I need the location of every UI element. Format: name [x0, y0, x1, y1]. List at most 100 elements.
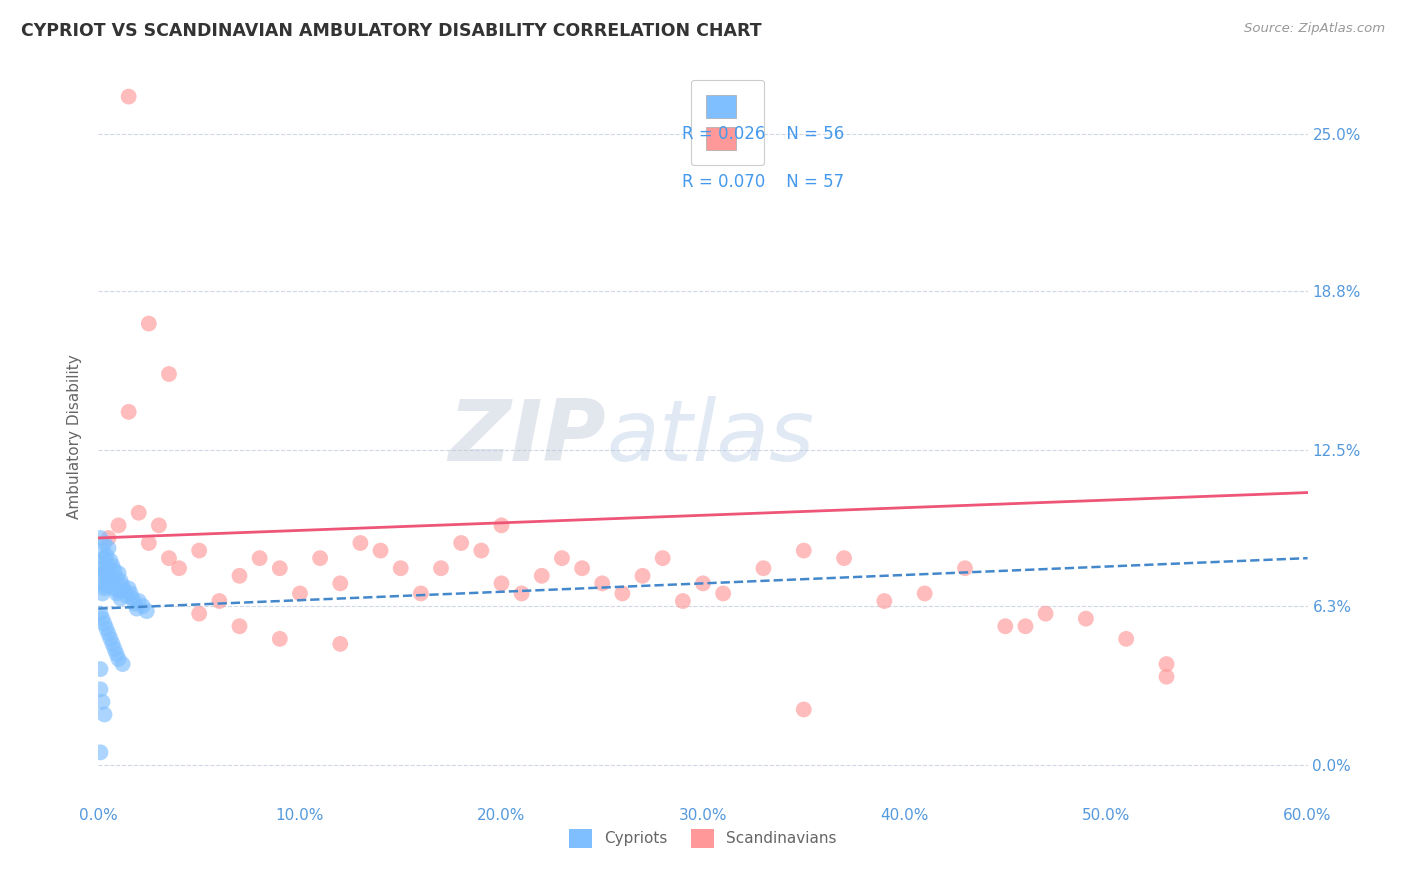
- Point: [93, 582, 115, 596]
- Point: [97, 531, 120, 545]
- Point: [651, 551, 673, 566]
- Point: [128, 506, 150, 520]
- Point: [118, 405, 141, 419]
- Point: [105, 647, 128, 661]
- Point: [228, 569, 250, 583]
- Point: [672, 594, 695, 608]
- Point: [93, 551, 115, 566]
- Text: R = 0.026    N = 56: R = 0.026 N = 56: [682, 125, 845, 144]
- Point: [111, 579, 134, 593]
- Point: [269, 632, 291, 646]
- Point: [96, 549, 118, 563]
- Y-axis label: Ambulatory Disability: Ambulatory Disability: [67, 355, 83, 519]
- Point: [89, 662, 111, 676]
- Point: [612, 586, 634, 600]
- Point: [107, 518, 129, 533]
- Legend: Cypriots, Scandinavians: Cypriots, Scandinavians: [564, 822, 842, 854]
- Point: [105, 586, 128, 600]
- Point: [97, 541, 120, 555]
- Point: [138, 536, 160, 550]
- Text: atlas: atlas: [606, 395, 814, 479]
- Point: [97, 558, 120, 573]
- Point: [832, 551, 855, 566]
- Point: [167, 561, 190, 575]
- Point: [89, 556, 111, 570]
- Point: [132, 599, 155, 613]
- Point: [571, 561, 593, 575]
- Point: [111, 657, 134, 671]
- Point: [288, 586, 311, 600]
- Point: [228, 619, 250, 633]
- Point: [1074, 612, 1097, 626]
- Point: [93, 566, 115, 581]
- Text: ZIP: ZIP: [449, 395, 606, 479]
- Point: [450, 536, 472, 550]
- Point: [208, 594, 231, 608]
- Point: [107, 583, 129, 598]
- Point: [89, 531, 111, 545]
- Point: [510, 586, 533, 600]
- Point: [110, 591, 132, 606]
- Point: [97, 574, 120, 588]
- Point: [93, 616, 115, 631]
- Point: [107, 652, 129, 666]
- Point: [269, 561, 291, 575]
- Point: [309, 551, 332, 566]
- Point: [249, 551, 271, 566]
- Point: [692, 576, 714, 591]
- Point: [96, 579, 118, 593]
- Point: [329, 576, 352, 591]
- Point: [389, 561, 412, 575]
- Point: [100, 571, 122, 585]
- Point: [914, 586, 936, 600]
- Point: [148, 518, 170, 533]
- Point: [103, 642, 125, 657]
- Point: [100, 554, 122, 568]
- Point: [491, 576, 513, 591]
- Point: [1156, 670, 1178, 684]
- Point: [1156, 657, 1178, 671]
- Point: [188, 543, 211, 558]
- Point: [91, 576, 114, 591]
- Point: [89, 607, 111, 621]
- Point: [91, 561, 114, 575]
- Point: [91, 612, 114, 626]
- Text: Source: ZipAtlas.com: Source: ZipAtlas.com: [1244, 22, 1385, 36]
- Point: [101, 558, 124, 573]
- Point: [100, 632, 122, 646]
- Point: [128, 594, 150, 608]
- Point: [105, 571, 128, 585]
- Point: [873, 594, 896, 608]
- Point: [430, 561, 453, 575]
- Point: [103, 564, 125, 578]
- Point: [91, 586, 114, 600]
- Point: [370, 543, 392, 558]
- Point: [491, 518, 513, 533]
- Point: [125, 601, 148, 615]
- Point: [89, 682, 111, 697]
- Point: [91, 543, 114, 558]
- Point: [89, 569, 111, 583]
- Point: [793, 543, 815, 558]
- Point: [135, 604, 157, 618]
- Point: [1115, 632, 1137, 646]
- Point: [103, 582, 125, 596]
- Text: R = 0.070    N = 57: R = 0.070 N = 57: [682, 173, 845, 191]
- Point: [793, 702, 815, 716]
- Point: [96, 564, 118, 578]
- Point: [91, 695, 114, 709]
- Point: [89, 745, 111, 759]
- Point: [1014, 619, 1036, 633]
- Point: [953, 561, 976, 575]
- Point: [110, 574, 132, 588]
- Point: [994, 619, 1017, 633]
- Point: [101, 637, 124, 651]
- Point: [329, 637, 352, 651]
- Point: [157, 551, 180, 566]
- Point: [115, 589, 138, 603]
- Point: [118, 582, 141, 596]
- Point: [96, 622, 118, 636]
- Point: [114, 583, 136, 598]
- Point: [409, 586, 432, 600]
- Point: [97, 627, 120, 641]
